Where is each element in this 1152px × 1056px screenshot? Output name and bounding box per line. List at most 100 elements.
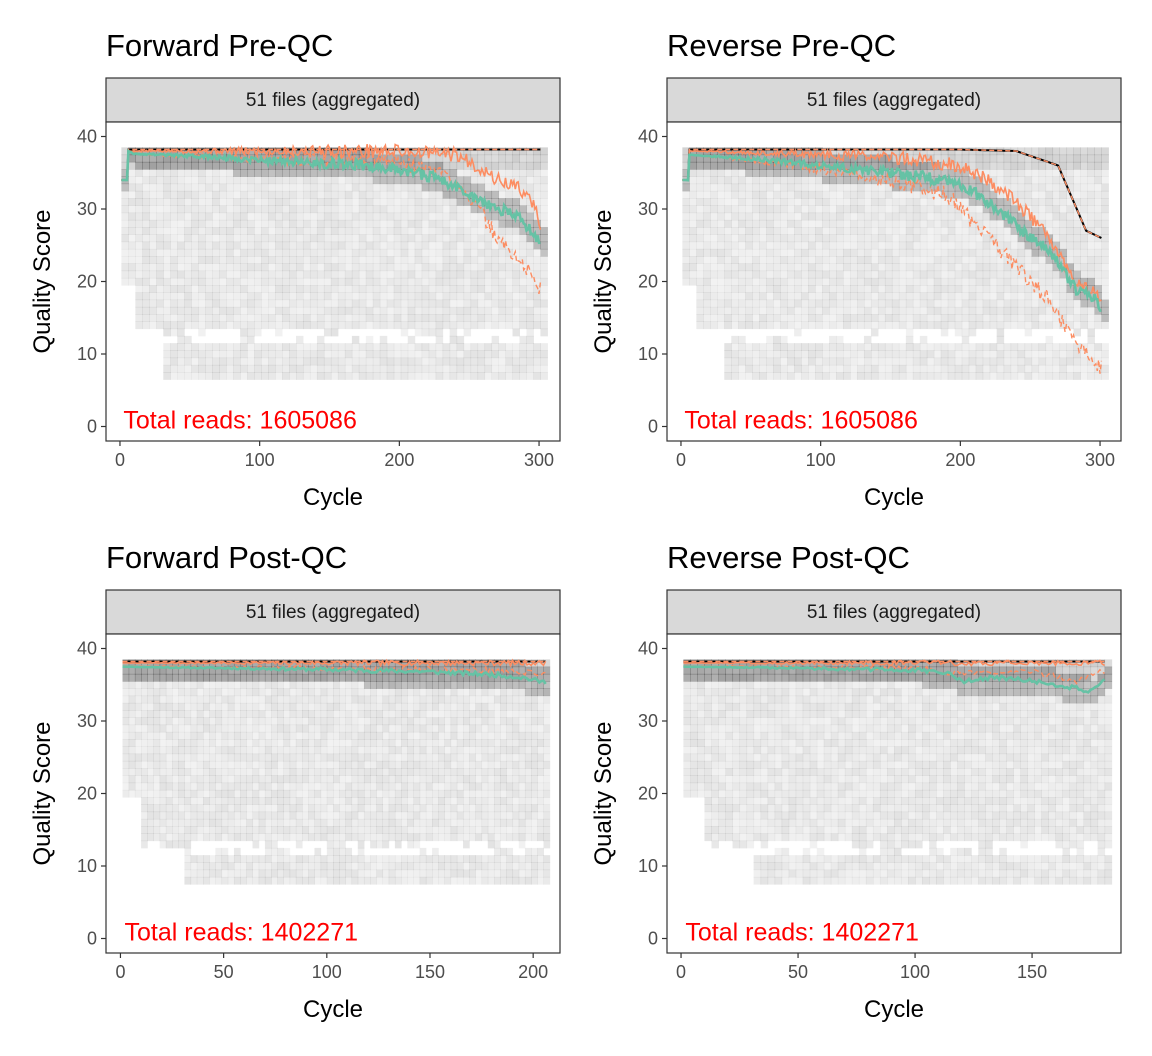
heatmap-cell xyxy=(351,176,360,185)
heatmap-cell xyxy=(205,227,213,235)
heatmap-cell xyxy=(370,724,377,733)
heatmap-cell xyxy=(905,306,914,315)
heatmap-cell xyxy=(333,768,340,776)
heatmap-cell xyxy=(710,169,718,177)
heatmap-cell xyxy=(724,364,732,373)
heatmap-cell xyxy=(961,357,970,366)
heatmap-cell xyxy=(773,343,781,351)
heatmap-cell xyxy=(184,285,192,293)
heatmap-cell xyxy=(184,673,192,682)
heatmap-cell xyxy=(731,314,739,322)
heatmap-cell xyxy=(156,227,164,235)
heatmap-cell xyxy=(271,702,278,711)
heatmap-cell xyxy=(856,234,865,243)
heatmap-cell xyxy=(382,717,390,726)
heatmap-cell xyxy=(149,198,157,206)
heatmap-cell xyxy=(1024,306,1033,315)
heatmap-cell xyxy=(191,372,199,380)
heatmap-cell xyxy=(794,270,802,279)
heatmap-cell xyxy=(884,263,893,272)
heatmap-cell xyxy=(519,176,527,185)
heatmap-cell xyxy=(323,248,332,257)
heatmap-cell xyxy=(710,270,718,279)
heatmap-cell xyxy=(745,248,753,257)
heatmap-cell xyxy=(1059,147,1068,156)
heatmap-cell xyxy=(209,695,216,704)
heatmap-cell xyxy=(400,219,409,228)
heatmap-cell xyxy=(191,198,199,206)
heatmap-cell xyxy=(801,263,809,272)
heatmap-cell xyxy=(940,263,949,272)
heatmap-cell xyxy=(829,161,837,170)
heatmap-cell xyxy=(370,876,377,885)
heatmap-cell xyxy=(258,869,266,878)
heatmap-cell xyxy=(773,306,781,315)
heatmap-cell xyxy=(227,855,235,863)
heatmap-cell xyxy=(421,169,430,177)
heatmap-cell xyxy=(912,198,921,206)
heatmap-cell xyxy=(477,364,486,373)
heatmap-cell xyxy=(275,176,283,185)
heatmap-cell xyxy=(142,169,150,177)
heatmap-cell xyxy=(344,169,353,177)
heatmap-cell xyxy=(190,818,198,827)
heatmap-cell xyxy=(149,183,157,192)
heatmap-cell xyxy=(320,717,328,726)
heatmap-cell xyxy=(449,205,458,214)
heatmap-cell xyxy=(226,212,234,221)
heatmap-cell xyxy=(393,241,402,250)
heatmap-cell xyxy=(205,161,213,170)
heatmap-cell xyxy=(388,739,396,747)
heatmap-cell xyxy=(808,169,816,177)
heatmap-cell xyxy=(1059,277,1068,286)
heatmap-cell xyxy=(745,205,753,214)
heatmap-cell xyxy=(344,277,353,286)
heatmap-cell xyxy=(163,306,171,315)
heatmap-cell xyxy=(215,826,223,834)
heatmap-cell xyxy=(863,350,872,359)
heatmap-cell xyxy=(351,277,360,286)
heatmap-cell xyxy=(198,227,206,235)
heatmap-cell xyxy=(351,826,359,834)
heatmap-cell xyxy=(252,833,260,842)
heatmap-cell xyxy=(428,212,437,221)
heatmap-cell xyxy=(386,299,395,308)
heatmap-cell xyxy=(1101,183,1109,192)
heatmap-cell xyxy=(345,688,353,697)
heatmap-cell xyxy=(394,804,402,813)
heatmap-cell xyxy=(258,739,266,747)
heatmap-cell xyxy=(170,256,178,264)
heatmap-cell xyxy=(696,183,704,192)
heatmap-cell xyxy=(863,234,872,243)
heatmap-cell xyxy=(849,212,858,221)
heatmap-cell xyxy=(345,695,353,704)
heatmap-cell xyxy=(295,739,303,747)
heatmap-cell xyxy=(540,285,548,293)
heatmap-cell xyxy=(302,876,309,885)
heatmap-cell xyxy=(1073,198,1081,206)
heatmap-cell xyxy=(205,277,213,286)
heatmap-cell xyxy=(1052,147,1061,156)
heatmap-cell xyxy=(295,681,303,689)
heatmap-cell xyxy=(233,190,241,199)
heatmap-cell xyxy=(884,183,893,192)
heatmap-cell xyxy=(498,306,507,315)
heatmap-cell xyxy=(215,666,223,675)
heatmap-cell xyxy=(219,227,227,235)
heatmap-cell xyxy=(1052,227,1061,235)
heatmap-cell xyxy=(968,190,977,199)
heatmap-cell xyxy=(153,789,161,798)
heatmap-cell xyxy=(372,277,381,286)
heatmap-cell xyxy=(512,198,520,206)
heatmap-cell xyxy=(339,768,346,776)
heatmap-cell xyxy=(254,277,262,286)
heatmap-cell xyxy=(379,256,388,264)
heatmap-cell xyxy=(198,154,206,163)
heatmap-cell xyxy=(247,241,255,250)
heatmap-cell xyxy=(316,169,325,177)
heatmap-cell xyxy=(190,666,198,675)
heatmap-cell xyxy=(121,263,129,272)
heatmap-cell xyxy=(289,760,297,769)
heatmap-cell xyxy=(177,350,185,359)
heatmap-cell xyxy=(689,198,697,206)
